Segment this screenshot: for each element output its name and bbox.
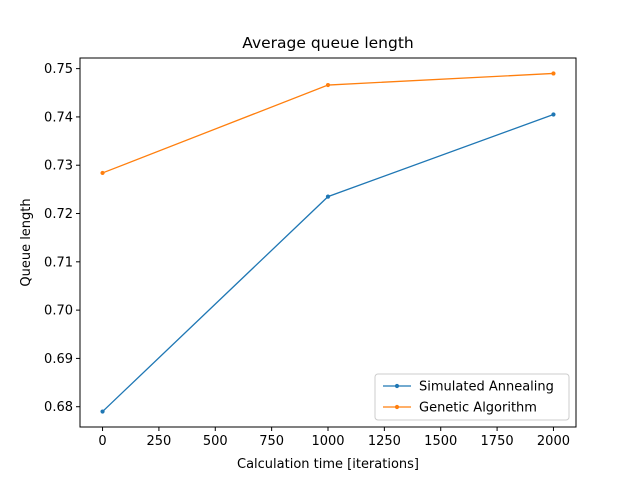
y-tick-label: 0.72 (44, 207, 73, 222)
legend: Simulated Annealing Genetic Algorithm (374, 373, 570, 421)
plot-frame (79, 57, 577, 428)
y-tick-label: 0.68 (44, 400, 73, 415)
legend-swatch-marker (394, 404, 400, 410)
y-tick-label: 0.70 (44, 304, 73, 319)
plot-marks (100, 71, 556, 414)
data-point (325, 82, 331, 88)
x-tick-label: 1750 (481, 434, 514, 449)
series-line-1 (102, 72, 554, 174)
y-tick-label: 0.69 (44, 352, 73, 367)
x-tick-label: 0 (98, 434, 106, 449)
x-tick-label: 1500 (424, 434, 457, 449)
data-point (325, 194, 331, 199)
x-axis: 0 250 500 750 1000 1250 1500 1750 2000 (98, 427, 570, 449)
x-tick-label: 750 (259, 434, 284, 449)
y-tick-label: 0.73 (44, 159, 73, 174)
x-tick-label: 250 (146, 434, 171, 449)
x-tick-label: 500 (203, 434, 228, 449)
x-tick-label: 1000 (311, 434, 344, 449)
y-tick-label: 0.71 (44, 255, 73, 270)
legend-swatch-marker (394, 383, 400, 389)
x-axis-label: Calculation time [iterations] (237, 457, 419, 472)
data-point (551, 71, 556, 76)
legend-box (374, 373, 570, 421)
y-tick-label: 0.75 (44, 62, 73, 77)
legend-label: Simulated Annealing (419, 380, 554, 395)
x-tick-label: 1250 (368, 434, 401, 449)
data-point (100, 170, 105, 176)
y-axis-label: Queue length (19, 198, 34, 286)
legend-label: Genetic Algorithm (419, 401, 537, 416)
y-tick-label: 0.74 (44, 110, 73, 125)
series-line-0 (102, 113, 554, 413)
chart-title: Average queue length (242, 34, 413, 52)
x-tick-label: 2000 (537, 434, 570, 449)
y-axis: 0.68 0.69 0.70 0.71 0.72 0.73 0.74 0.75 (44, 62, 80, 415)
data-point (551, 112, 556, 117)
data-point (100, 409, 105, 414)
